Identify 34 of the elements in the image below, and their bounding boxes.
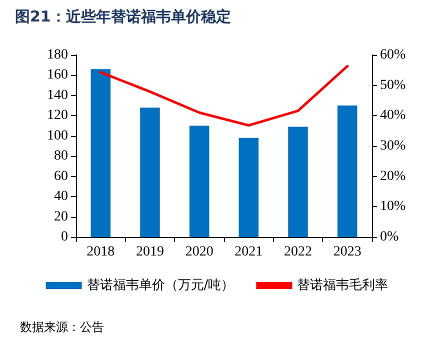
y2-tick-label: 0% [380,230,399,244]
y-tick-label: 0 [61,230,68,244]
y2-tick-label: 20% [380,168,406,184]
bar [238,138,259,237]
x-tick-label: 2022 [284,244,312,260]
bar [140,108,160,237]
bar [90,69,111,237]
y2-tick-label: 30% [380,138,406,154]
x-tick-label: 2023 [333,244,362,260]
y2-tick-label: 60% [380,48,406,62]
y-tick-label: 40 [54,189,68,204]
y-tick-label: 80 [54,148,68,164]
y-tick-label: 100 [47,128,68,144]
y2-tick-label: 10% [380,199,406,214]
x-tick-label: 2020 [185,244,214,260]
x-tick-label: 2021 [234,244,263,260]
source-note: 数据来源：公告 [20,320,104,334]
y2-tick-label: 50% [380,78,406,93]
x-tick-label: 2019 [136,244,164,260]
y-tick-label: 120 [47,108,68,124]
y-tick-label: 60 [54,168,68,184]
y-tick-label: 20 [54,209,68,224]
y2-tick-label: 40% [380,108,406,124]
bar [189,126,210,237]
y-tick-label: 180 [47,48,68,62]
y-tick-label: 140 [47,88,68,103]
legend-label: 替诺福韦毛利率 [297,277,388,293]
x-tick-label: 2018 [86,244,115,260]
bar [337,106,358,237]
line-series [99,64,349,127]
y-tick-label: 160 [47,68,68,83]
legend-label: 替诺福韦单价（万元/吨） [86,278,234,293]
chart-title: 图21：近些年替诺福韦单价稳定 [15,8,231,26]
bar [288,126,308,237]
